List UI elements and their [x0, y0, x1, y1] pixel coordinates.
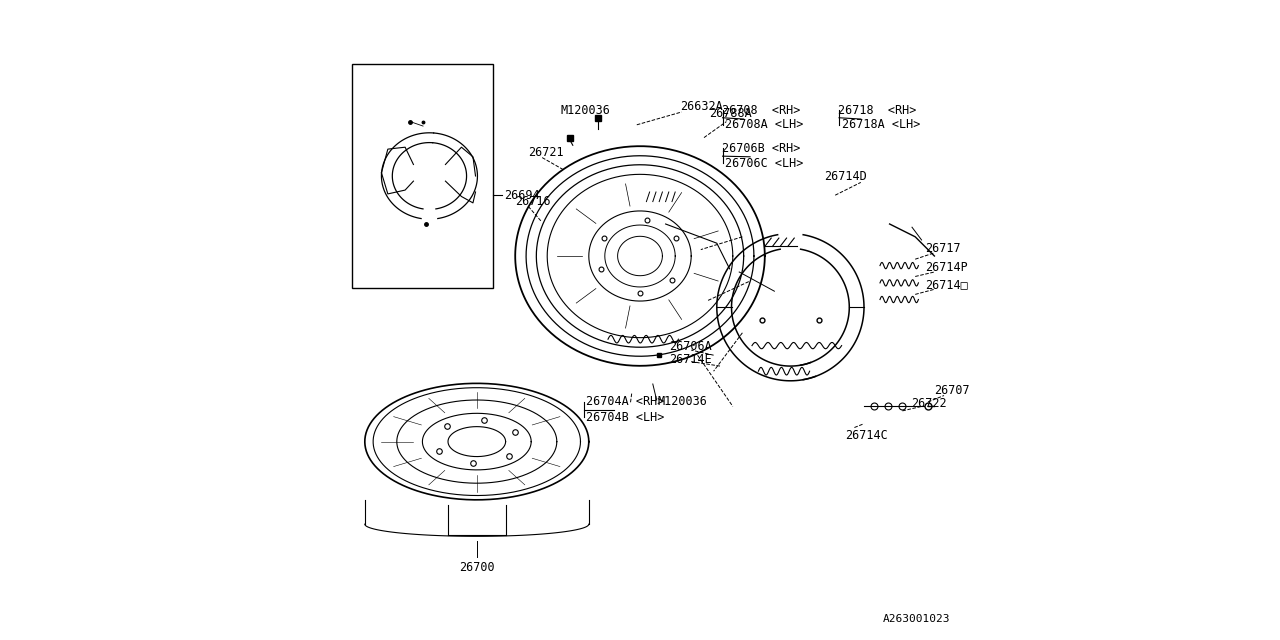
Text: 26716: 26716	[516, 195, 550, 208]
Text: 26706B <RH>: 26706B <RH>	[722, 142, 800, 155]
Text: 26708A <LH>: 26708A <LH>	[724, 118, 804, 131]
Text: M120036: M120036	[658, 396, 707, 408]
Text: 26718A <LH>: 26718A <LH>	[842, 118, 920, 131]
Text: 26694: 26694	[504, 189, 540, 202]
Bar	[352, 64, 493, 288]
Text: A263001023: A263001023	[883, 614, 950, 624]
Text: 26632A: 26632A	[680, 100, 722, 113]
Text: 26718  <RH>: 26718 <RH>	[838, 104, 916, 116]
Text: 26704B <LH>: 26704B <LH>	[585, 411, 664, 424]
Text: 26700: 26700	[460, 561, 494, 573]
Text: 26714D: 26714D	[824, 170, 867, 182]
Text: 26714P: 26714P	[924, 261, 968, 274]
Text: 26721: 26721	[529, 146, 563, 159]
Text: 26706C <LH>: 26706C <LH>	[724, 157, 804, 170]
Text: 26704A <RH>: 26704A <RH>	[585, 396, 664, 408]
Text: 26714□: 26714□	[924, 278, 968, 291]
Text: 26714C: 26714C	[845, 429, 887, 442]
Text: 26717: 26717	[924, 242, 960, 255]
Text: 26714E: 26714E	[668, 353, 712, 366]
Text: 26722: 26722	[911, 397, 946, 410]
Text: M120036: M120036	[561, 104, 611, 116]
Text: 26788A: 26788A	[709, 107, 751, 120]
Text: 26707: 26707	[934, 384, 970, 397]
Text: 26706A: 26706A	[668, 340, 712, 353]
Text: 26708  <RH>: 26708 <RH>	[722, 104, 800, 116]
